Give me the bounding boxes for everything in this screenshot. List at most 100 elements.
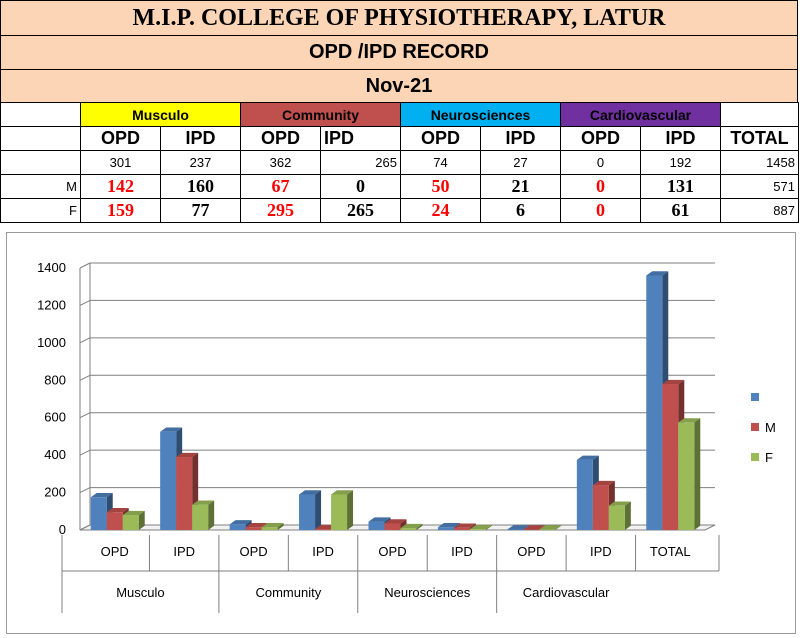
table-cell: 0 (560, 174, 641, 199)
bar (400, 528, 417, 530)
bar-side (555, 525, 562, 530)
col-header: OPD (560, 126, 641, 151)
y-tick-label: 800 (44, 372, 66, 387)
bar-side (624, 501, 631, 530)
table-cell: 237 (160, 150, 241, 175)
table-cell: 21 (480, 174, 561, 199)
table-cell: 61 (640, 198, 721, 223)
col-header: IPD (320, 126, 401, 151)
bar (106, 512, 123, 530)
bar (176, 457, 193, 530)
y-tick-label: 1200 (37, 297, 66, 312)
bar-top (229, 520, 252, 525)
gridline-depth (79, 412, 91, 419)
table-cell: 0 (560, 198, 641, 223)
legend-swatch (751, 393, 759, 401)
bar (261, 527, 278, 530)
col-header: OPD (80, 126, 161, 151)
bar (315, 529, 332, 530)
y-tick-label: 600 (44, 410, 66, 425)
table-cell: 571 (720, 174, 799, 199)
blank-cell (0, 102, 81, 127)
row-label (0, 150, 81, 175)
table-cell: 50 (400, 174, 481, 199)
bar (662, 384, 679, 530)
table-cell: 301 (80, 150, 161, 175)
table-cell: 131 (640, 174, 721, 199)
bar (507, 529, 524, 530)
gridline-depth (79, 299, 91, 306)
bar (384, 523, 401, 530)
bar-top (678, 418, 701, 423)
bar-side (138, 510, 145, 530)
table-cell: 77 (160, 198, 241, 223)
bar (576, 459, 593, 530)
col-header: TOTAL (720, 126, 799, 151)
bar-top (368, 517, 391, 522)
bar-top (662, 379, 685, 385)
bar-top (507, 525, 530, 530)
table-cell: 0 (320, 174, 401, 199)
bar (523, 529, 540, 530)
college-title: M.I.P. COLLEGE OF PHYSIOTHERAPY, LATUR (0, 0, 798, 36)
col-header: IPD (160, 126, 241, 151)
legend-swatch (751, 453, 759, 461)
bar (90, 497, 107, 530)
table-cell: 67 (240, 174, 321, 199)
legend-label: M (765, 420, 776, 435)
bar-top (90, 493, 113, 498)
gridline-depth (79, 337, 91, 344)
male-row: M 142 160 67 0 50 21 0 131 571 (0, 174, 799, 199)
record-table: Musculo Community Neurosciences Cardiova… (0, 102, 799, 223)
bar (368, 521, 385, 530)
bar-top (331, 490, 354, 495)
x-tick-label: OPD (240, 544, 268, 559)
dept-neurosciences: Neurosciences (400, 102, 561, 127)
bar-top (539, 525, 562, 530)
y-tick-label: 200 (44, 485, 66, 500)
bar-top (453, 523, 476, 528)
bar (331, 494, 348, 530)
bar-side (485, 524, 492, 530)
col-header: IPD (480, 126, 561, 151)
row-label: M (0, 174, 81, 199)
y-tick-label: 1000 (37, 335, 66, 350)
x-tick-label: IPD (590, 544, 612, 559)
bar (646, 275, 663, 530)
bar-top (106, 508, 129, 513)
bar (539, 529, 556, 530)
bar-top (245, 522, 268, 528)
dept-musculo: Musculo (80, 102, 241, 127)
gridline-depth (79, 262, 91, 269)
bar (122, 515, 139, 530)
blank-cell (720, 102, 799, 127)
legend-label: F (765, 450, 773, 465)
bar-side (277, 522, 284, 530)
department-header-row: Musculo Community Neurosciences Cardiova… (0, 102, 799, 127)
dept-cardiovascular: Cardiovascular (560, 102, 721, 127)
col-header: IPD (640, 126, 721, 151)
bar-top (523, 525, 546, 530)
bar-top (608, 501, 631, 506)
bar-top (576, 455, 599, 460)
blank-cell (0, 126, 81, 151)
table-cell: 159 (80, 198, 161, 223)
column-header-row: OPD IPD OPD IPD OPD IPD OPD IPD TOTAL (0, 126, 799, 151)
bar-top (160, 427, 183, 432)
table-cell: 265 (320, 150, 401, 175)
period-label: Nov-21 (0, 69, 798, 103)
bar (437, 527, 454, 530)
table-cell: 0 (560, 150, 641, 175)
col-header: OPD (400, 126, 481, 151)
bar-top (299, 490, 322, 495)
bar (678, 422, 695, 530)
y-tick-label: 400 (44, 447, 66, 462)
table-cell: 362 (240, 150, 321, 175)
group-label: Neurosciences (384, 585, 470, 600)
x-tick-label: TOTAL (650, 544, 691, 559)
bar-chart: 0 200 400 600 800 1000 1200 1400 OPD IPD OPD IPD OPD… (37, 260, 776, 613)
bar-top (592, 480, 615, 486)
bar (608, 505, 625, 530)
table-cell: 1458 (720, 150, 799, 175)
bar-top (261, 522, 284, 528)
